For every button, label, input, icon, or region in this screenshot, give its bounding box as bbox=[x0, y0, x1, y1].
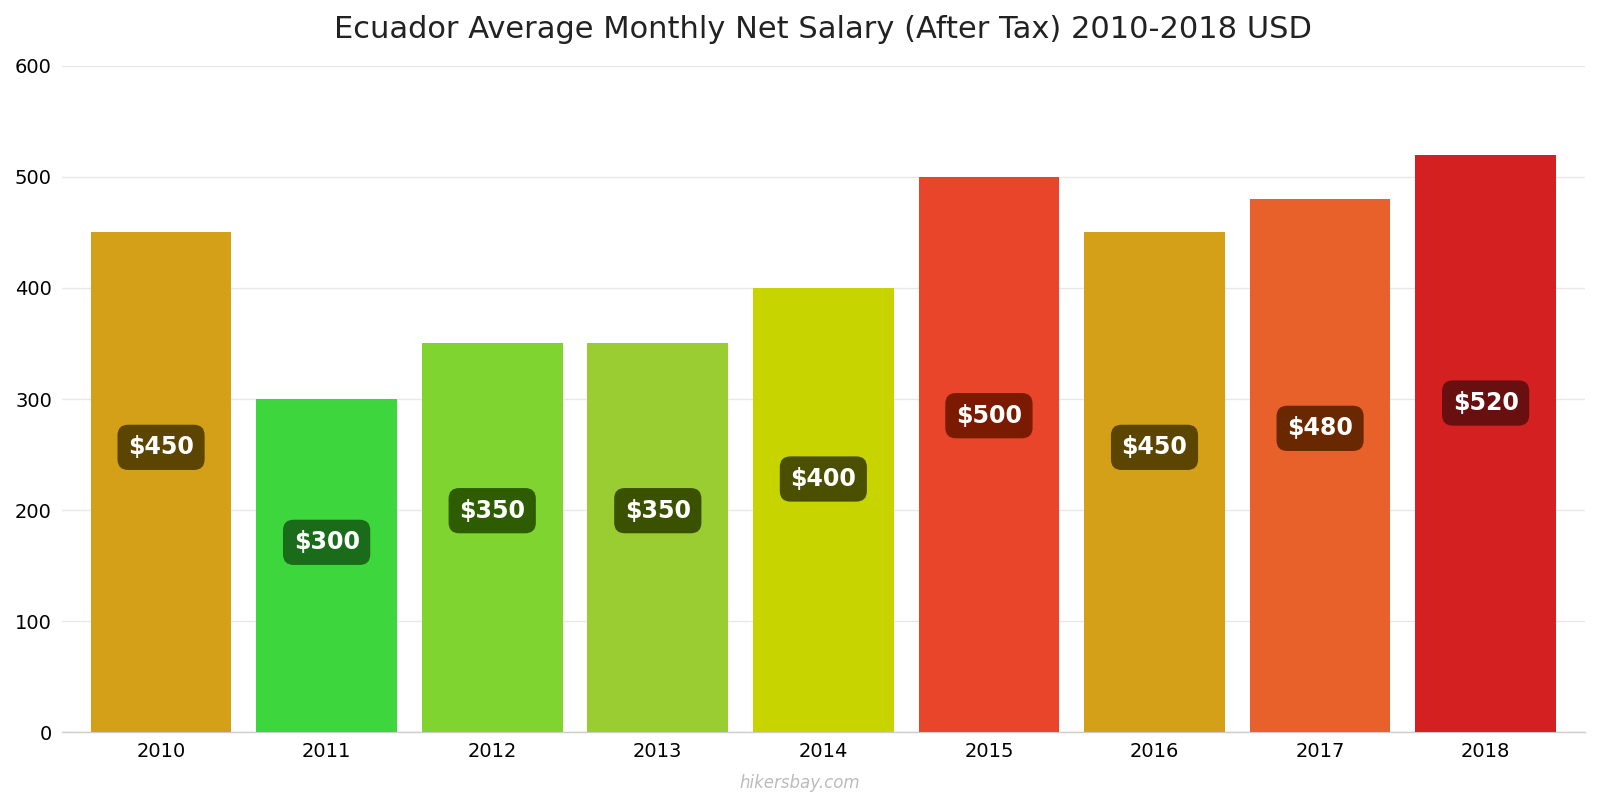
Bar bbox=[256, 399, 397, 732]
Text: $480: $480 bbox=[1286, 416, 1354, 440]
Text: $450: $450 bbox=[128, 435, 194, 459]
Bar bbox=[1085, 233, 1226, 732]
Bar bbox=[1250, 199, 1390, 732]
Bar bbox=[754, 288, 894, 732]
Bar bbox=[91, 233, 232, 732]
Title: Ecuador Average Monthly Net Salary (After Tax) 2010-2018 USD: Ecuador Average Monthly Net Salary (Afte… bbox=[334, 15, 1312, 44]
Bar bbox=[1416, 154, 1557, 732]
Text: $450: $450 bbox=[1122, 435, 1187, 459]
Bar bbox=[918, 177, 1059, 732]
Bar bbox=[587, 343, 728, 732]
Text: $350: $350 bbox=[624, 498, 691, 522]
Text: $520: $520 bbox=[1453, 391, 1518, 415]
Text: $350: $350 bbox=[459, 498, 525, 522]
Bar bbox=[422, 343, 563, 732]
Text: $300: $300 bbox=[294, 530, 360, 554]
Text: $400: $400 bbox=[790, 467, 856, 491]
Text: $500: $500 bbox=[955, 404, 1022, 428]
Text: hikersbay.com: hikersbay.com bbox=[739, 774, 861, 792]
